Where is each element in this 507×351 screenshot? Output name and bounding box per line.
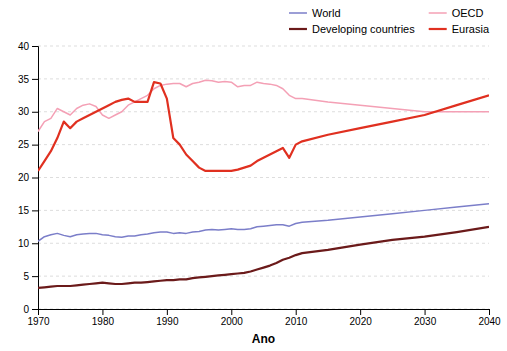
- x-tick: 1980: [92, 309, 115, 327]
- grid-line: [38, 243, 489, 244]
- x-tick-label: 2040: [478, 316, 501, 327]
- legend-item: World: [289, 7, 341, 19]
- y-tick-label: 5: [23, 271, 29, 282]
- y-tick-mark: [32, 243, 38, 244]
- y-tick-label: 10: [18, 238, 30, 249]
- y-tick: 25: [18, 139, 38, 150]
- x-tick-label: 2030: [414, 316, 437, 327]
- legend-label: World: [312, 7, 341, 19]
- series-line: [38, 227, 489, 288]
- y-tick: 15: [18, 205, 38, 216]
- y-tick-mark: [32, 145, 38, 146]
- y-axis: 0 5 10 15 20 25 30 35 40: [18, 41, 39, 315]
- y-tick: 10: [18, 238, 38, 249]
- y-tick: 35: [18, 74, 38, 85]
- legend-swatch: [289, 28, 307, 30]
- y-tick: 0: [23, 304, 38, 315]
- lines: [38, 80, 489, 288]
- x-tick-mark: [102, 309, 103, 315]
- legend-swatch: [289, 12, 307, 14]
- legend-label: Developing countries: [312, 23, 415, 35]
- x-tick-mark: [360, 309, 361, 315]
- x-tick-label: 1980: [92, 316, 115, 327]
- y-tick: 5: [23, 271, 38, 282]
- y-tick-label: 30: [18, 106, 30, 117]
- x-tick: 1990: [156, 309, 179, 327]
- y-tick-mark: [32, 46, 38, 47]
- series-line: [38, 204, 489, 241]
- plot-area: 1970198019902000201020202030204005101520…: [18, 41, 501, 346]
- x-tick-label: 1970: [27, 316, 50, 327]
- y-tick-label: 40: [18, 41, 30, 52]
- y-tick-mark: [32, 79, 38, 80]
- x-tick-label: 2000: [221, 316, 244, 327]
- grid-line: [38, 276, 489, 277]
- y-tick-label: 20: [18, 172, 30, 183]
- y-tick-label: 25: [18, 139, 30, 150]
- grid-line: [38, 78, 489, 79]
- chart: 1970198019902000201020202030204005101520…: [0, 0, 507, 351]
- x-tick: 2010: [285, 309, 308, 327]
- x-tick-label: 2010: [285, 316, 308, 327]
- y-tick-label: 15: [18, 205, 30, 216]
- x-axis: 1970 1980 1990 2000 2010 2020 2030 2040: [27, 309, 501, 327]
- y-tick: 20: [18, 172, 38, 183]
- grid-line: [38, 46, 489, 47]
- legend-item: Eurasia: [429, 23, 490, 35]
- y-axis-line: [32, 47, 39, 310]
- legend: World OECD Developing countries Eurasia: [289, 7, 490, 35]
- y-tick-mark: [32, 178, 38, 179]
- y-tick: 40: [18, 41, 38, 52]
- y-tick-label: 0: [23, 304, 29, 315]
- x-tick-label: 2020: [350, 316, 373, 327]
- x-tick: 2040: [478, 309, 501, 327]
- legend-label: OECD: [452, 7, 484, 19]
- y-tick: 30: [18, 106, 38, 117]
- legend-swatch: [429, 12, 447, 14]
- grid-line: [38, 144, 489, 145]
- x-tick-mark: [489, 309, 490, 315]
- y-tick-mark: [32, 210, 38, 211]
- y-tick-mark: [32, 276, 38, 277]
- grid: [38, 46, 489, 309]
- x-axis-title: Ano: [252, 332, 275, 346]
- y-tick-mark: [32, 309, 38, 310]
- x-tick-mark: [296, 309, 297, 315]
- x-tick-mark: [231, 309, 232, 315]
- x-tick-mark: [425, 309, 426, 315]
- x-tick: 2030: [414, 309, 437, 327]
- legend-swatch: [429, 28, 447, 30]
- y-tick-mark: [32, 112, 38, 113]
- legend-item: Developing countries: [289, 23, 415, 35]
- y-tick-label: 35: [18, 74, 30, 85]
- grid-line: [38, 177, 489, 178]
- x-tick-mark: [167, 309, 168, 315]
- x-tick: 1970: [27, 309, 50, 327]
- series-line: [38, 82, 489, 171]
- legend-item: OECD: [429, 7, 484, 19]
- legend-label: Eurasia: [452, 23, 490, 35]
- x-axis-line: [39, 310, 490, 316]
- x-tick: 2000: [221, 309, 244, 327]
- x-tick-label: 1990: [156, 316, 179, 327]
- x-tick: 2020: [350, 309, 373, 327]
